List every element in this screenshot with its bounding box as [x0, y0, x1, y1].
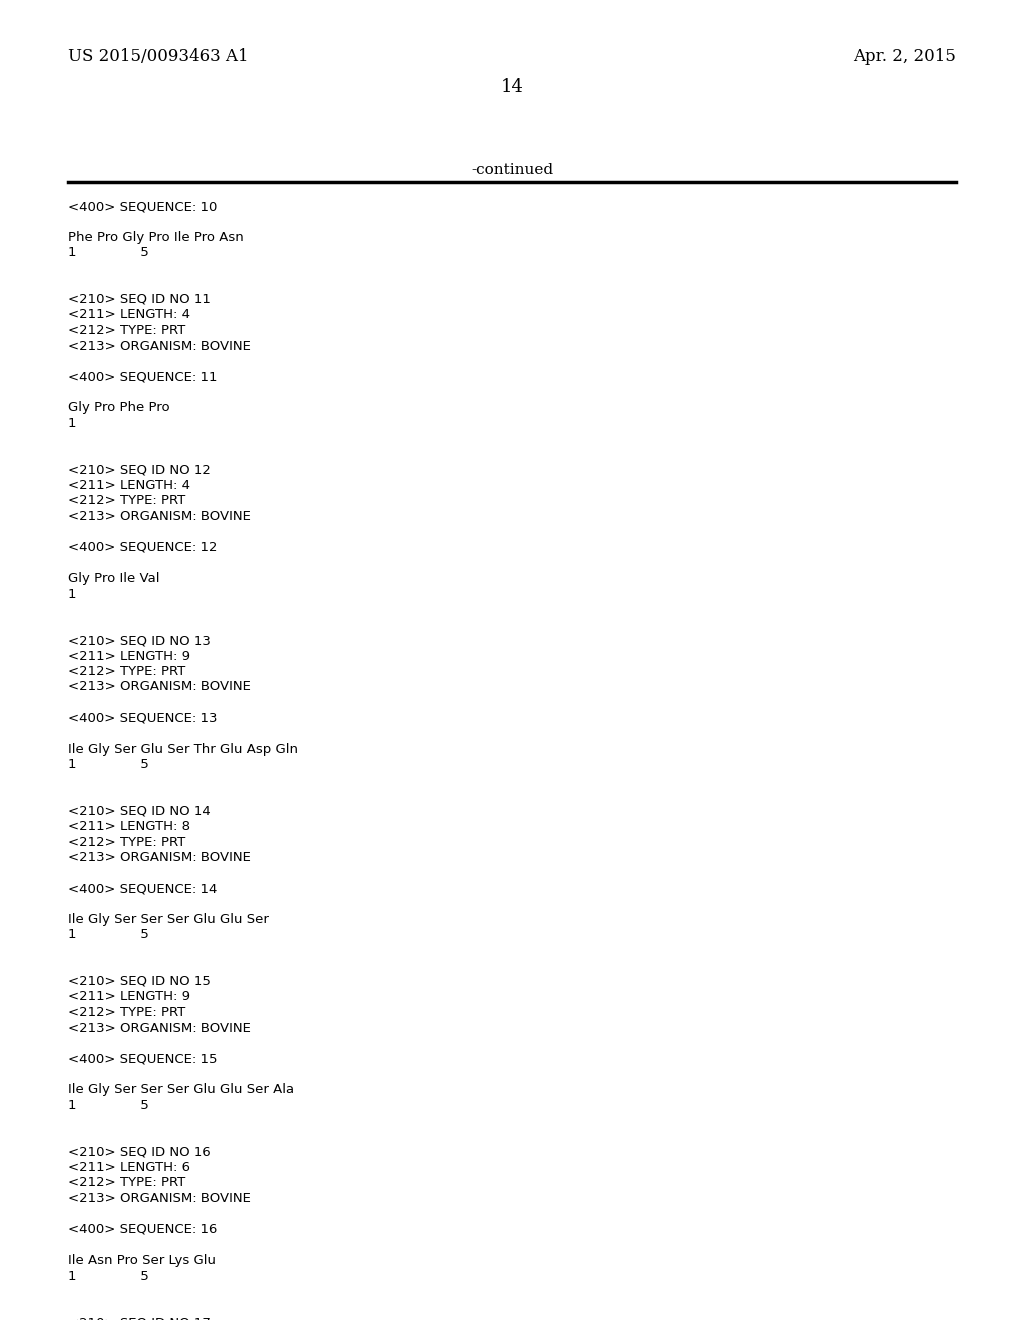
Text: <211> LENGTH: 8: <211> LENGTH: 8 — [68, 820, 190, 833]
Text: Phe Pro Gly Pro Ile Pro Asn: Phe Pro Gly Pro Ile Pro Asn — [68, 231, 244, 244]
Text: <213> ORGANISM: BOVINE: <213> ORGANISM: BOVINE — [68, 1022, 251, 1035]
Text: Ile Asn Pro Ser Lys Glu: Ile Asn Pro Ser Lys Glu — [68, 1254, 216, 1267]
Text: <212> TYPE: PRT: <212> TYPE: PRT — [68, 1176, 185, 1189]
Text: Ile Gly Ser Glu Ser Thr Glu Asp Gln: Ile Gly Ser Glu Ser Thr Glu Asp Gln — [68, 742, 298, 755]
Text: <211> LENGTH: 9: <211> LENGTH: 9 — [68, 990, 190, 1003]
Text: 1: 1 — [68, 587, 77, 601]
Text: <212> TYPE: PRT: <212> TYPE: PRT — [68, 1006, 185, 1019]
Text: <210> SEQ ID NO 14: <210> SEQ ID NO 14 — [68, 804, 211, 817]
Text: US 2015/0093463 A1: US 2015/0093463 A1 — [68, 48, 249, 65]
Text: <212> TYPE: PRT: <212> TYPE: PRT — [68, 495, 185, 507]
Text: 1               5: 1 5 — [68, 928, 148, 941]
Text: <400> SEQUENCE: 16: <400> SEQUENCE: 16 — [68, 1224, 217, 1236]
Text: Gly Pro Phe Pro: Gly Pro Phe Pro — [68, 401, 170, 414]
Text: Ile Gly Ser Ser Ser Glu Glu Ser Ala: Ile Gly Ser Ser Ser Glu Glu Ser Ala — [68, 1084, 294, 1097]
Text: <400> SEQUENCE: 11: <400> SEQUENCE: 11 — [68, 371, 217, 384]
Text: <210> SEQ ID NO 17: <210> SEQ ID NO 17 — [68, 1316, 211, 1320]
Text: Gly Pro Ile Val: Gly Pro Ile Val — [68, 572, 160, 585]
Text: -continued: -continued — [471, 162, 553, 177]
Text: <210> SEQ ID NO 11: <210> SEQ ID NO 11 — [68, 293, 211, 306]
Text: <212> TYPE: PRT: <212> TYPE: PRT — [68, 665, 185, 678]
Text: <210> SEQ ID NO 16: <210> SEQ ID NO 16 — [68, 1146, 211, 1159]
Text: 1               5: 1 5 — [68, 1100, 148, 1111]
Text: <210> SEQ ID NO 12: <210> SEQ ID NO 12 — [68, 463, 211, 477]
Text: <213> ORGANISM: BOVINE: <213> ORGANISM: BOVINE — [68, 339, 251, 352]
Text: <213> ORGANISM: BOVINE: <213> ORGANISM: BOVINE — [68, 1192, 251, 1205]
Text: Ile Gly Ser Ser Ser Glu Glu Ser: Ile Gly Ser Ser Ser Glu Glu Ser — [68, 913, 269, 927]
Text: <212> TYPE: PRT: <212> TYPE: PRT — [68, 323, 185, 337]
Text: <210> SEQ ID NO 15: <210> SEQ ID NO 15 — [68, 975, 211, 987]
Text: <211> LENGTH: 9: <211> LENGTH: 9 — [68, 649, 190, 663]
Text: <211> LENGTH: 4: <211> LENGTH: 4 — [68, 309, 190, 322]
Text: <211> LENGTH: 4: <211> LENGTH: 4 — [68, 479, 190, 492]
Text: Apr. 2, 2015: Apr. 2, 2015 — [853, 48, 956, 65]
Text: <400> SEQUENCE: 15: <400> SEQUENCE: 15 — [68, 1052, 217, 1065]
Text: 14: 14 — [501, 78, 523, 96]
Text: <400> SEQUENCE: 13: <400> SEQUENCE: 13 — [68, 711, 217, 725]
Text: <400> SEQUENCE: 14: <400> SEQUENCE: 14 — [68, 882, 217, 895]
Text: 1               5: 1 5 — [68, 1270, 148, 1283]
Text: <213> ORGANISM: BOVINE: <213> ORGANISM: BOVINE — [68, 851, 251, 865]
Text: <400> SEQUENCE: 12: <400> SEQUENCE: 12 — [68, 541, 217, 554]
Text: 1               5: 1 5 — [68, 247, 148, 260]
Text: 1: 1 — [68, 417, 77, 430]
Text: <400> SEQUENCE: 10: <400> SEQUENCE: 10 — [68, 201, 217, 213]
Text: <210> SEQ ID NO 13: <210> SEQ ID NO 13 — [68, 634, 211, 647]
Text: <211> LENGTH: 6: <211> LENGTH: 6 — [68, 1162, 190, 1173]
Text: <213> ORGANISM: BOVINE: <213> ORGANISM: BOVINE — [68, 510, 251, 523]
Text: <212> TYPE: PRT: <212> TYPE: PRT — [68, 836, 185, 849]
Text: 1               5: 1 5 — [68, 758, 148, 771]
Text: <213> ORGANISM: BOVINE: <213> ORGANISM: BOVINE — [68, 681, 251, 693]
